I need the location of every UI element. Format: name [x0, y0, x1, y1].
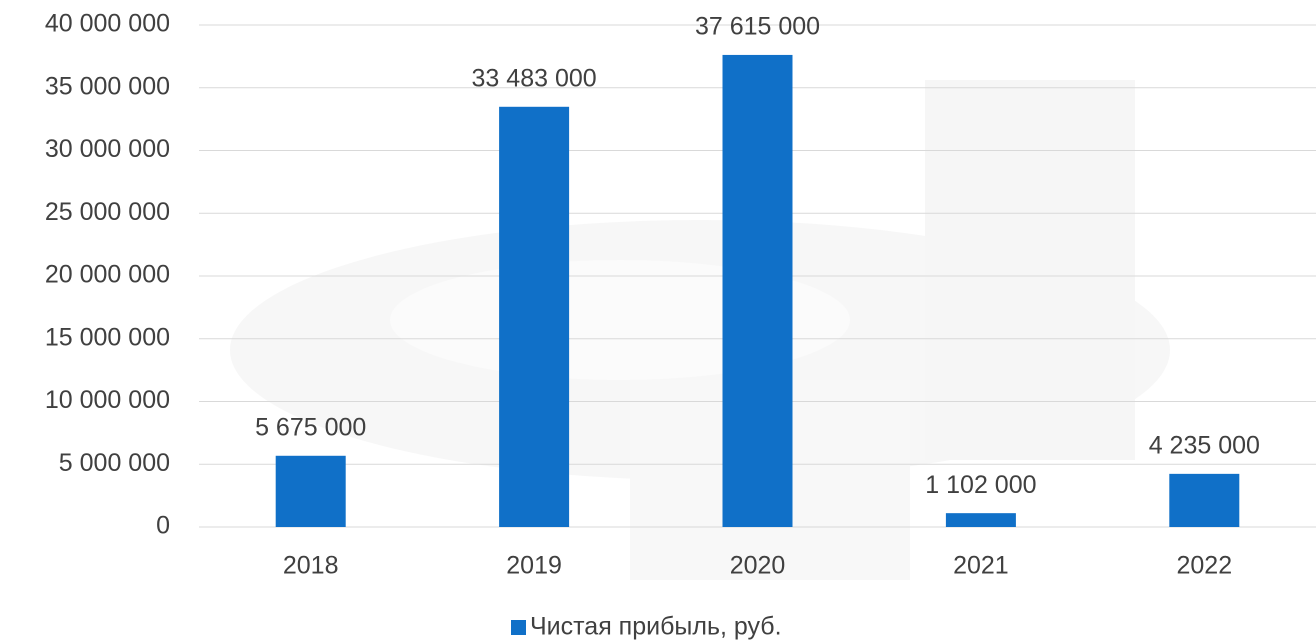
legend-label: Чистая прибыль, руб.: [530, 613, 782, 641]
data-label: 4 235 000: [1149, 431, 1260, 459]
y-tick-label: 15 000 000: [45, 323, 170, 351]
bar: [946, 513, 1016, 527]
data-label: 5 675 000: [255, 413, 366, 441]
y-tick-label: 5 000 000: [59, 449, 170, 477]
bar: [499, 107, 569, 527]
x-tick-label: 2019: [506, 552, 562, 580]
x-tick-label: 2018: [283, 552, 339, 580]
bar: [276, 456, 346, 527]
y-tick-label: 25 000 000: [45, 198, 170, 226]
legend-swatch: [511, 620, 526, 635]
x-tick-label: 2022: [1176, 552, 1232, 580]
data-label: 33 483 000: [472, 64, 597, 92]
y-tick-label: 20 000 000: [45, 261, 170, 289]
x-tick-label: 2021: [953, 552, 1009, 580]
x-tick-label: 2020: [730, 552, 786, 580]
y-tick-label: 0: [156, 512, 170, 540]
data-label: 1 102 000: [925, 471, 1036, 499]
y-tick-label: 40 000 000: [45, 10, 170, 38]
y-tick-label: 35 000 000: [45, 72, 170, 100]
data-label: 37 615 000: [695, 13, 820, 41]
background-decoration: [230, 80, 1170, 580]
chart: 0 5 000 000 10 000 000 15 000 000 20 000 000…: [0, 0, 1316, 642]
y-tick-label: 10 000 000: [45, 386, 170, 414]
y-tick-label: 30 000 000: [45, 135, 170, 163]
bar: [1169, 474, 1239, 527]
bar: [723, 55, 793, 527]
